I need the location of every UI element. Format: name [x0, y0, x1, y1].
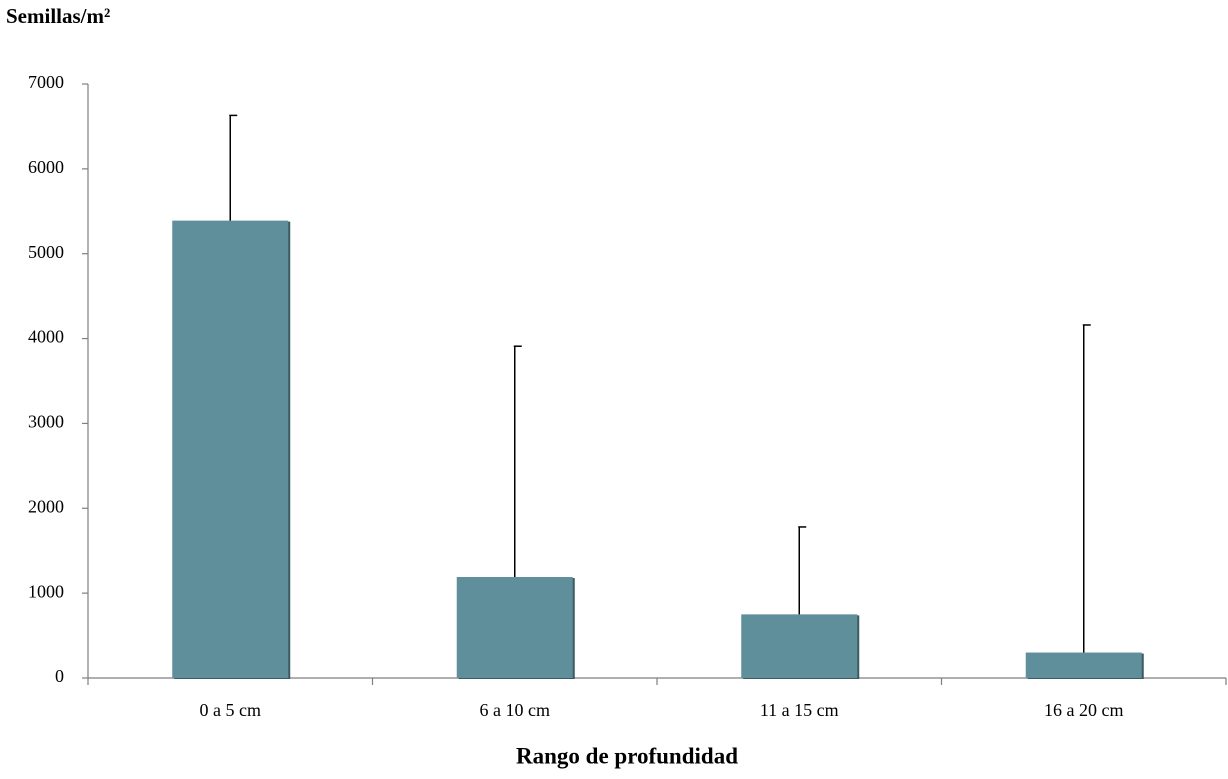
y-tick-label: 1000	[28, 581, 64, 601]
y-tick-label: 0	[55, 666, 64, 686]
chart-title: Semillas/m²	[6, 4, 110, 28]
x-tick-label: 11 a 15 cm	[760, 700, 839, 720]
y-tick-label: 4000	[28, 327, 64, 347]
y-tick-label: 7000	[28, 72, 64, 92]
bar	[456, 577, 573, 678]
bar	[172, 220, 289, 678]
x-tick-label: 6 a 10 cm	[480, 700, 550, 720]
y-tick-label: 5000	[28, 242, 64, 262]
x-tick-label: 16 a 20 cm	[1044, 700, 1123, 720]
x-axis-label: Rango de profundidad	[516, 743, 738, 768]
y-tick-label: 3000	[28, 412, 64, 432]
x-tick-label: 0 a 5 cm	[200, 700, 261, 720]
y-tick-label: 2000	[28, 496, 64, 516]
bar	[1025, 652, 1142, 678]
y-tick-label: 6000	[28, 157, 64, 177]
bar	[741, 614, 858, 678]
